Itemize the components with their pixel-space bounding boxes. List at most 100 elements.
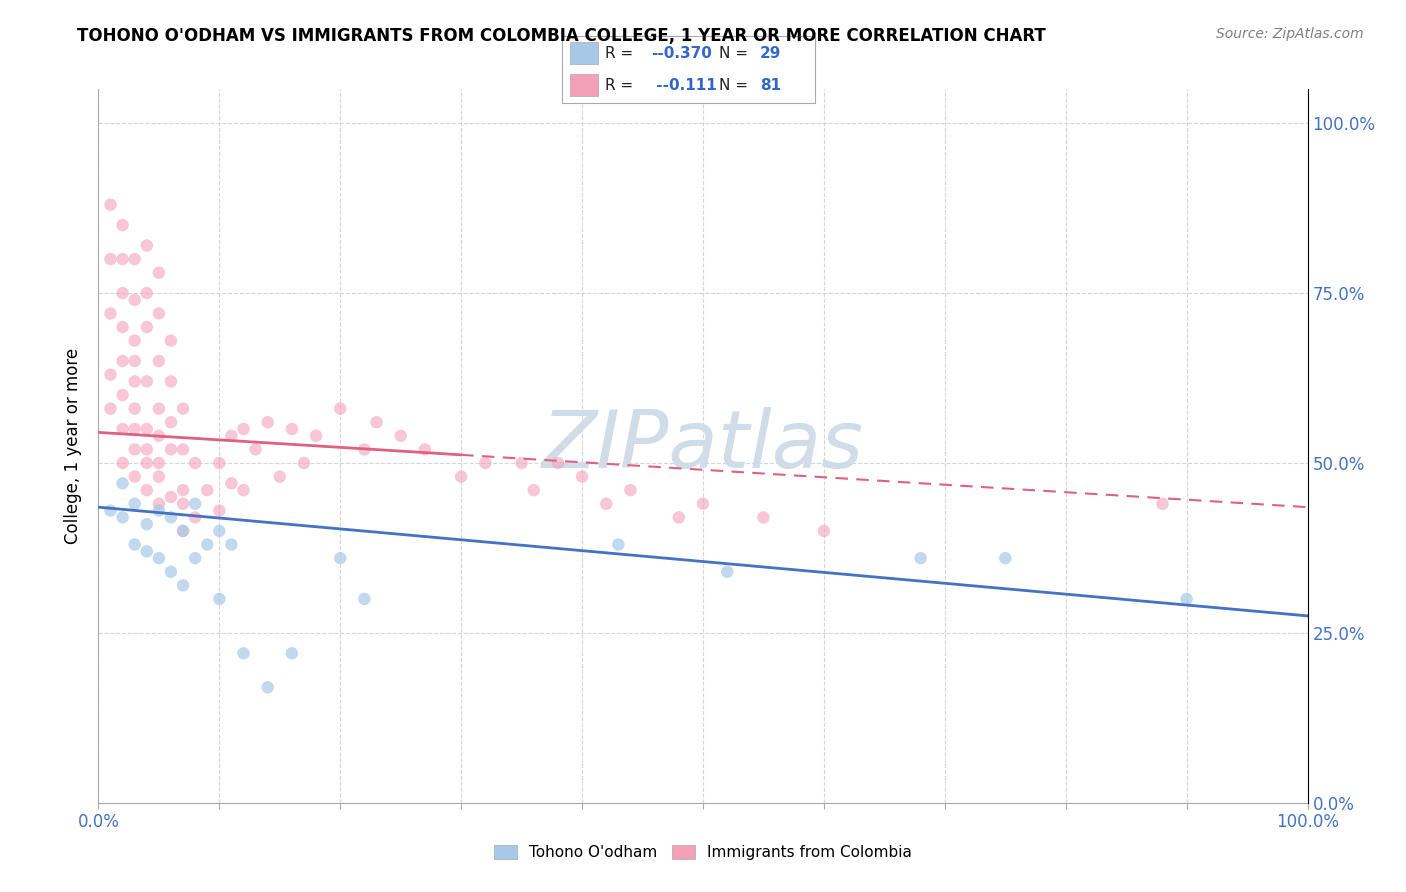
Point <box>910 551 932 566</box>
Point <box>124 497 146 511</box>
Point <box>148 469 170 483</box>
Point <box>813 524 835 538</box>
Point <box>100 503 122 517</box>
Point <box>208 456 231 470</box>
Point <box>172 497 194 511</box>
Text: R =: R = <box>606 45 638 61</box>
Point <box>184 497 207 511</box>
Point <box>184 510 207 524</box>
Point <box>135 320 157 334</box>
Point <box>124 252 146 266</box>
Point <box>221 476 243 491</box>
Point <box>595 497 617 511</box>
Point <box>668 510 690 524</box>
Point <box>135 456 157 470</box>
Point <box>607 537 630 551</box>
Point <box>111 510 134 524</box>
Point <box>135 544 157 558</box>
Point <box>124 334 146 348</box>
Point <box>160 442 183 457</box>
Point <box>716 565 738 579</box>
Point <box>172 578 194 592</box>
Point <box>329 551 352 566</box>
Text: 81: 81 <box>759 78 780 93</box>
Point <box>135 483 157 498</box>
Point <box>100 306 122 320</box>
Point <box>366 415 388 429</box>
Point <box>100 401 122 416</box>
Point <box>124 442 146 457</box>
Point <box>111 354 134 368</box>
Point <box>148 429 170 443</box>
Point <box>148 551 170 566</box>
Text: Source: ZipAtlas.com: Source: ZipAtlas.com <box>1216 27 1364 41</box>
Point <box>208 591 231 606</box>
Point <box>124 293 146 307</box>
Point <box>160 510 183 524</box>
Text: N =: N = <box>720 45 754 61</box>
Point <box>148 497 170 511</box>
Point <box>111 286 134 301</box>
Point <box>619 483 641 498</box>
Point <box>994 551 1017 566</box>
Point <box>135 286 157 301</box>
Point <box>510 456 533 470</box>
Point <box>232 422 254 436</box>
Point <box>172 442 194 457</box>
Point <box>100 368 122 382</box>
Point <box>752 510 775 524</box>
Point <box>692 497 714 511</box>
Point <box>184 551 207 566</box>
Point <box>329 401 352 416</box>
Point <box>172 483 194 498</box>
Point <box>160 375 183 389</box>
Point <box>232 483 254 498</box>
Point <box>256 415 278 429</box>
Point <box>195 483 218 498</box>
Point <box>148 503 170 517</box>
Text: ZIPatlas: ZIPatlas <box>541 407 865 485</box>
Point <box>547 456 569 470</box>
Point <box>148 266 170 280</box>
Point <box>148 306 170 320</box>
Point <box>232 646 254 660</box>
Point <box>221 429 243 443</box>
Text: 29: 29 <box>759 45 782 61</box>
Point <box>111 456 134 470</box>
Point <box>100 198 122 212</box>
Point <box>148 354 170 368</box>
Point <box>208 524 231 538</box>
Point <box>135 517 157 532</box>
Point <box>281 422 304 436</box>
Legend: Tohono O'odham, Immigrants from Colombia: Tohono O'odham, Immigrants from Colombia <box>488 839 918 866</box>
Point <box>1152 497 1174 511</box>
Point <box>135 442 157 457</box>
Point <box>124 422 146 436</box>
Point <box>160 334 183 348</box>
Point <box>135 238 157 252</box>
Point <box>124 469 146 483</box>
Point <box>172 524 194 538</box>
Point <box>111 320 134 334</box>
Point <box>184 456 207 470</box>
Point <box>124 375 146 389</box>
Point <box>1175 591 1198 606</box>
Point <box>111 422 134 436</box>
Point <box>413 442 436 457</box>
Point <box>148 456 170 470</box>
Point <box>523 483 546 498</box>
Y-axis label: College, 1 year or more: College, 1 year or more <box>65 348 83 544</box>
Point <box>571 469 593 483</box>
Point <box>245 442 267 457</box>
Text: --0.111: --0.111 <box>651 78 717 93</box>
Text: N =: N = <box>720 78 754 93</box>
Point <box>474 456 496 470</box>
Point <box>450 469 472 483</box>
Point <box>281 646 304 660</box>
Point <box>160 565 183 579</box>
Point <box>292 456 315 470</box>
Point <box>111 252 134 266</box>
Point <box>111 388 134 402</box>
Point <box>111 476 134 491</box>
FancyBboxPatch shape <box>569 43 598 64</box>
